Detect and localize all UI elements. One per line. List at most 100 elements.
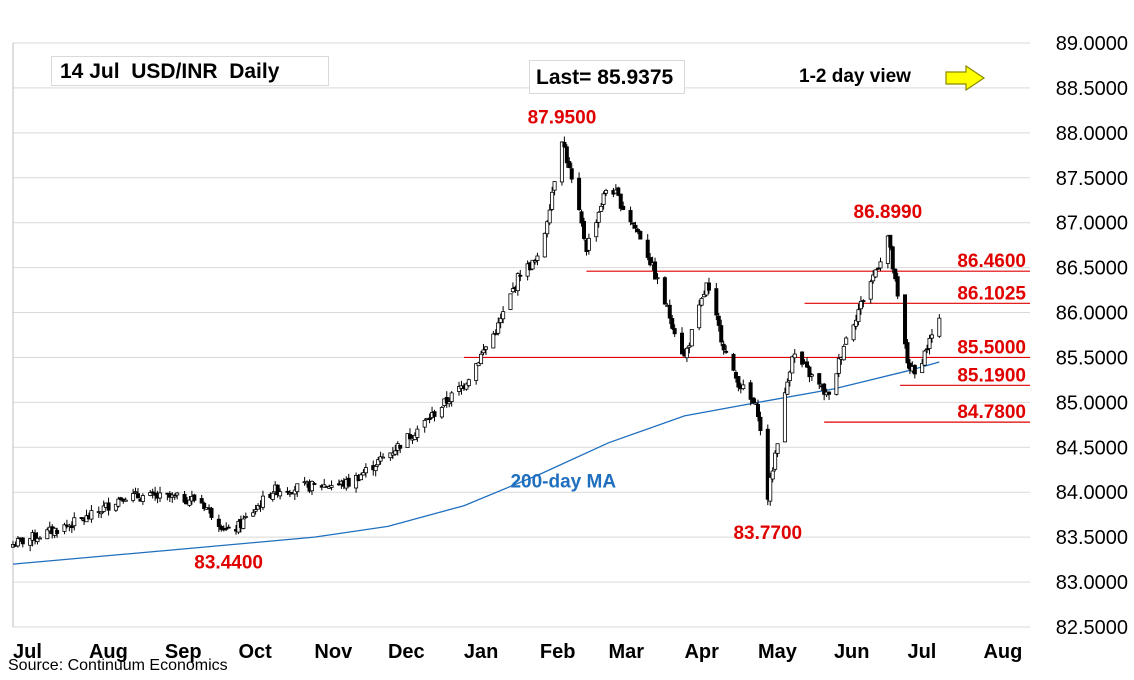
candle-body <box>35 537 40 543</box>
candle-body <box>903 294 908 345</box>
candle-body <box>253 509 258 512</box>
candle-body <box>439 407 444 418</box>
candle-body <box>393 450 398 455</box>
candle-body <box>684 347 689 359</box>
candle-body <box>844 337 849 345</box>
candle-body <box>616 187 621 196</box>
last-price-box: Last= 85.9375 <box>529 60 685 94</box>
x-tick-label: Mar <box>608 641 644 663</box>
candle-body <box>662 277 667 305</box>
view-label: 1-2 day view <box>799 66 911 87</box>
candle-body <box>292 489 297 495</box>
candle-body <box>721 343 726 351</box>
candle-body <box>680 332 685 355</box>
candle-body <box>631 222 636 225</box>
level-label: 86.4600 <box>957 251 1026 272</box>
candle-body <box>361 472 366 476</box>
level-label: 84.7800 <box>957 402 1026 423</box>
candle-body <box>491 333 496 349</box>
candle-body <box>927 337 932 349</box>
candle-body <box>699 298 704 306</box>
y-tick-label: 85.0000 <box>1056 392 1128 414</box>
candle-body <box>135 493 140 499</box>
candle-body <box>768 477 773 502</box>
candle-body <box>532 260 537 263</box>
candle-body <box>834 373 839 395</box>
x-tick-label: Aug <box>983 641 1022 663</box>
candle-body <box>876 267 881 270</box>
candle-body <box>106 502 111 511</box>
candle-body <box>851 324 856 341</box>
candle-body <box>101 505 106 512</box>
candle-body <box>775 443 780 454</box>
candle-body <box>187 499 192 506</box>
candle-body <box>199 498 204 504</box>
candle-body <box>508 293 513 310</box>
candle-body <box>792 353 797 359</box>
candle-body <box>542 232 547 258</box>
y-tick-label: 83.0000 <box>1056 572 1128 594</box>
candle-body <box>890 246 895 270</box>
candle-body <box>133 491 138 494</box>
ma-200-line: 200-day MA <box>12 361 940 565</box>
candle-body <box>604 189 609 194</box>
candle-body <box>672 328 677 335</box>
candle-body <box>275 484 280 496</box>
candle-body <box>552 181 557 191</box>
candle-body <box>581 220 586 239</box>
candle-body <box>559 141 564 183</box>
candle-body <box>496 322 501 334</box>
candle-body <box>706 282 711 291</box>
candle-body <box>929 334 934 339</box>
candle-body <box>787 371 792 382</box>
candle-body <box>20 537 25 545</box>
y-tick-label: 84.5000 <box>1056 437 1128 459</box>
candle-body <box>381 456 386 459</box>
candle-body <box>148 492 153 496</box>
candle-body <box>150 491 155 494</box>
candle-body <box>873 269 878 278</box>
x-tick-label: Jul <box>907 641 936 663</box>
candle-body <box>449 392 454 402</box>
candle-body <box>748 382 753 400</box>
candle-body <box>172 495 177 498</box>
candle-body <box>515 273 520 292</box>
x-tick-label: Jul <box>13 641 42 663</box>
candle-body <box>530 259 535 270</box>
candle-body <box>464 383 469 390</box>
candle-body <box>856 309 861 323</box>
candle-body <box>483 346 488 350</box>
candle-body <box>28 538 33 546</box>
candle-body <box>741 384 746 390</box>
candle-body <box>312 483 317 485</box>
candle-body <box>562 141 567 148</box>
candle-body <box>885 235 890 264</box>
candle-body <box>755 404 760 417</box>
candle-body <box>243 516 248 518</box>
candle-body <box>346 477 351 487</box>
candle-body <box>69 525 74 529</box>
candle-body <box>309 480 314 492</box>
y-axis: 89.0000 88.5000 88.0000 87.5000 87.0000 86.50… <box>1056 33 1128 639</box>
candle-body <box>790 356 795 374</box>
candle-body <box>192 494 197 501</box>
candle-body <box>481 349 486 354</box>
candle-body <box>758 416 763 431</box>
candle-body <box>209 507 214 518</box>
y-tick-label: 86.5000 <box>1056 258 1128 280</box>
candle-body <box>893 268 898 280</box>
candle-body <box>645 239 650 258</box>
ma-200-label: 200-day MA <box>510 472 616 493</box>
candle-body <box>476 362 481 367</box>
candle-body <box>407 434 412 440</box>
candle-body <box>427 417 432 420</box>
candle-body <box>285 490 290 493</box>
candle-body <box>817 373 822 385</box>
candle-body <box>15 538 20 547</box>
candle-body <box>447 401 452 405</box>
candle-body <box>888 234 893 248</box>
candle-body <box>601 193 606 205</box>
x-tick-label: Dec <box>388 641 425 663</box>
candle-body <box>702 293 707 298</box>
